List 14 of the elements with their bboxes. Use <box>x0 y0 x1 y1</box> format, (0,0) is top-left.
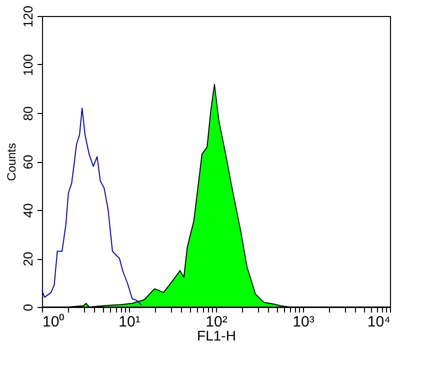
y-tick-label: 40 <box>20 203 36 218</box>
x-axis-title: FL1-H <box>197 328 236 344</box>
y-tick-label: 60 <box>20 154 36 170</box>
x-tick-label: 10¹ <box>118 314 140 330</box>
x-tick-label: 10⁰ <box>42 314 64 330</box>
y-tick-label: 100 <box>20 54 36 76</box>
x-tick-label: 10⁴ <box>367 314 390 330</box>
x-tick-label: 10² <box>206 314 228 330</box>
x-tick-label: 10³ <box>292 314 314 330</box>
y-tick-label: 0 <box>20 304 36 312</box>
y-tick-label: 20 <box>20 252 36 266</box>
y-axis-title: Counts <box>4 142 18 182</box>
y-tick-label: 80 <box>20 106 36 121</box>
y-tick-label: 120 <box>20 6 36 28</box>
